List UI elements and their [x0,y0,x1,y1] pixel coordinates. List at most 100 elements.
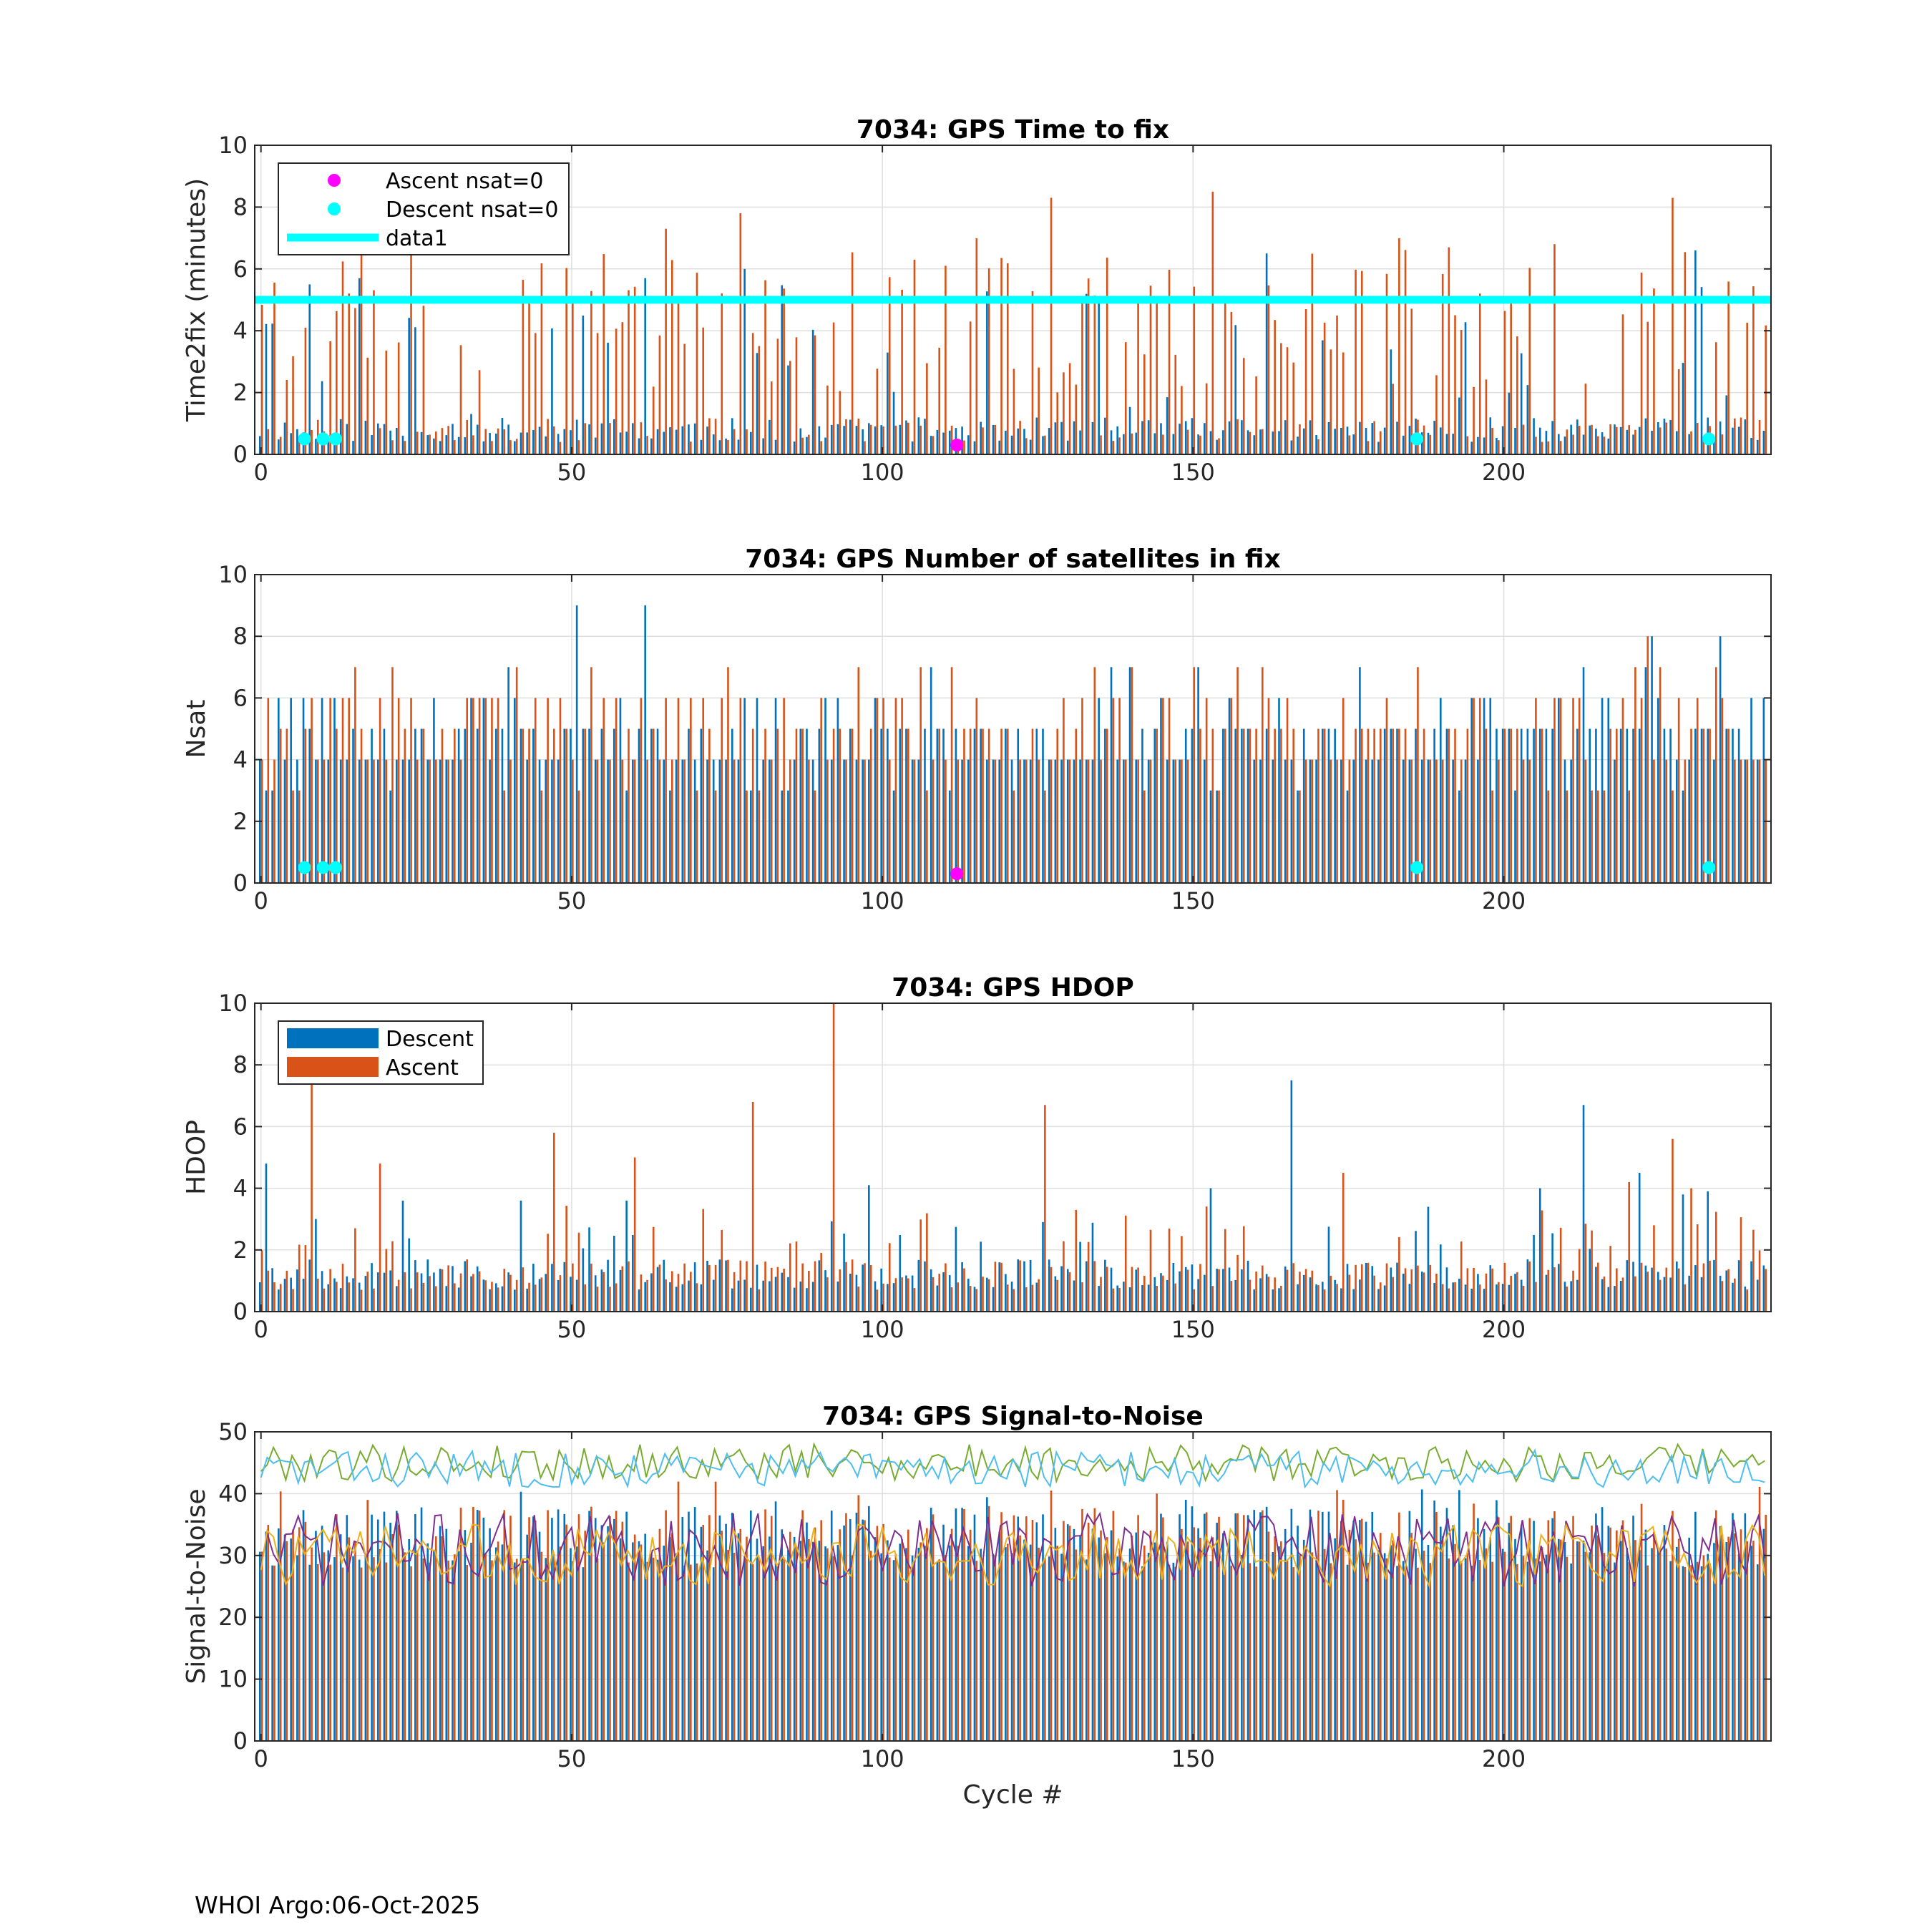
descent-bar [1688,1275,1690,1312]
descent-bar [1085,293,1088,454]
descent-bar [818,426,821,454]
descent-bar [1085,1559,1088,1741]
descent-bar [750,431,752,454]
ascent-bar [1659,1279,1662,1312]
descent-bar [967,1278,970,1312]
ascent-bar [1131,1535,1133,1741]
ascent-bar [397,342,400,454]
ascent-bar [1106,1267,1108,1312]
descent-bar [482,441,485,454]
ascent-bar [1485,1273,1488,1312]
descent-bar [1663,1525,1666,1741]
descent-bar [333,698,336,883]
axes-box [254,574,1772,884]
ascent-bar [1429,1563,1432,1741]
ascent-bar [279,436,282,454]
descent-bar [1365,428,1367,454]
descent-bar [545,759,547,883]
ascent-bar [311,698,313,883]
descent-bar [464,728,467,883]
ascent-bar [447,759,449,883]
ascent-bar [1578,1541,1581,1741]
descent-bar [470,698,472,883]
descent-bar [632,759,634,883]
ascent-bar [1230,698,1233,883]
ascent-bar [1473,698,1475,883]
descent-bar [644,1533,646,1741]
y-tick-label: 2 [233,1236,248,1264]
ascent-bar [1522,424,1525,454]
descent-bar [1713,1259,1715,1312]
ascent-bar [397,1525,400,1741]
ascent-bar [783,1558,785,1741]
descent-bar [1737,728,1740,883]
descent-bar [283,1279,286,1312]
ascent-bar [540,263,543,454]
ascent-bar [273,759,275,883]
descent-bar [271,1565,273,1741]
ascent-bar [1659,427,1662,454]
y-tick-label: 8 [233,623,248,650]
ascent-bar [1609,1527,1611,1741]
ascent-bar [1380,728,1382,883]
descent-bar [1595,728,1597,883]
y-axis-label: Nsat [182,700,211,758]
descent-bar [396,759,398,883]
ascent-bar [1441,273,1444,454]
ascent-bar [1249,1563,1252,1741]
ascent-bar [1709,728,1711,883]
ascent-bar [497,1541,499,1741]
ascent-bar [429,1562,431,1741]
descent-bar [1284,1266,1287,1312]
ascent-bar [615,1283,618,1312]
descent-bar [1582,434,1585,454]
ascent-bar [975,1561,978,1741]
descent-bar [1688,434,1690,454]
descent-bar [1750,1261,1752,1312]
ascent-bar [963,1508,965,1741]
descent-bar [1756,1564,1759,1741]
descent-bar [1563,436,1566,454]
descent-bar [1582,1541,1585,1741]
ascent-bar [770,1516,773,1741]
descent-bar [656,728,659,883]
descent-bar [1396,1566,1398,1741]
ascent-bar [454,440,456,454]
ascent-bar [1616,728,1618,883]
descent-bar [613,728,615,883]
ascent-bar [975,238,978,454]
descent-bar [470,1542,472,1741]
ascent-bar [839,1269,841,1312]
descent-bar [327,759,330,883]
ascent-bar [373,1288,375,1312]
descent-bar [1614,424,1616,454]
descent-bar [1302,1539,1305,1741]
descent-bar [445,759,448,883]
descent-bar [1390,1545,1392,1741]
ascent-bar [1435,759,1438,883]
ascent-bar [1342,352,1345,454]
descent-bar [258,1282,261,1312]
descent-bar [557,1279,560,1312]
ascent-bar [1498,759,1500,883]
ascent-bar [1404,250,1407,454]
ascent-bar [565,268,567,454]
ascent-bar [454,728,456,883]
ascent-bar [1423,1551,1425,1741]
ascent-bar [503,1510,506,1741]
descent-bar [1551,728,1553,883]
ascent-bar [739,698,742,883]
descent-bar [973,728,976,883]
descent-bar [1098,1537,1100,1741]
ascent-bar [894,1278,897,1312]
descent-bar [1477,1274,1479,1312]
descent-nsat0-marker [1410,861,1423,874]
ascent-bar [286,379,288,454]
descent-bar [1383,1553,1386,1741]
ascent-bar [640,1544,643,1741]
descent-bar [1253,435,1256,454]
descent-bar [1123,1561,1125,1741]
descent-bar [1066,1524,1069,1741]
descent-bar [1073,421,1075,454]
